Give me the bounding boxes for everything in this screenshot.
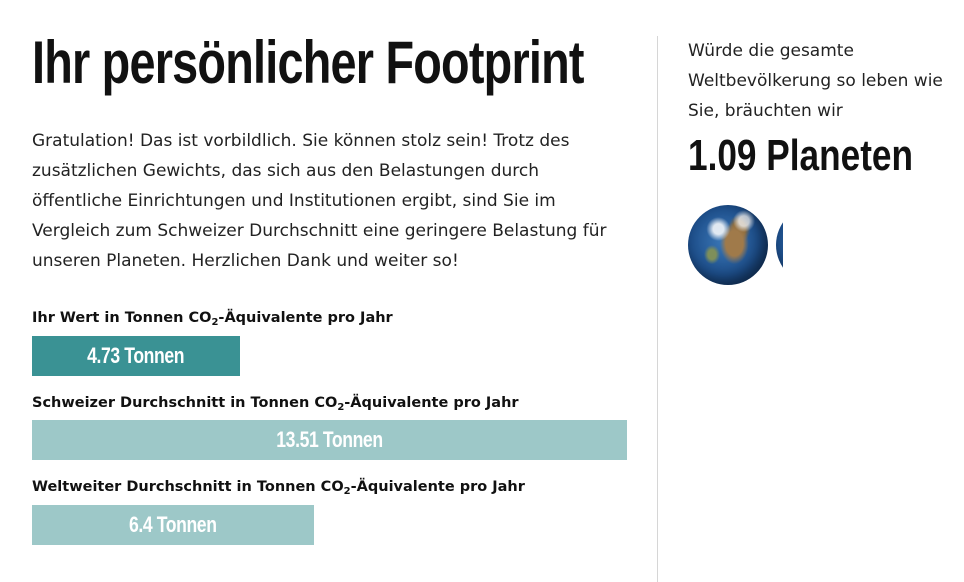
bar-label-personal: Ihr Wert in Tonnen CO2-Äquivalente pro J… — [32, 310, 393, 328]
page-title: Ihr persönlicher Footprint — [32, 29, 585, 96]
bar-value-label: 13.51 Tonnen — [276, 427, 383, 452]
bar-value-label: 4.73 Tonnen — [87, 343, 185, 368]
bar-world-average: 6.4 Tonnen — [32, 505, 314, 545]
bar-label-world-average: Weltweiter Durchschnitt in Tonnen CO2-Äq… — [32, 479, 525, 497]
intro-text: Gratulation! Das ist vorbildlich. Sie kö… — [32, 131, 607, 271]
partial-globe — [776, 205, 783, 285]
bar-label-swiss-average: Schweizer Durchschnitt in Tonnen CO2-Äqu… — [32, 395, 519, 413]
column-divider — [657, 36, 658, 582]
bar-value-label: 6.4 Tonnen — [129, 512, 217, 537]
bar-swiss-average: 13.51 Tonnen — [32, 420, 627, 460]
bar-personal-value: 4.73 Tonnen — [32, 336, 240, 376]
earth-globe-icon — [776, 205, 783, 285]
earth-globe-icon — [688, 205, 768, 285]
planets-intro-text: Würde die gesamte Weltbevölkerung so leb… — [688, 41, 943, 121]
planets-count: 1.09 Planeten — [688, 131, 914, 180]
